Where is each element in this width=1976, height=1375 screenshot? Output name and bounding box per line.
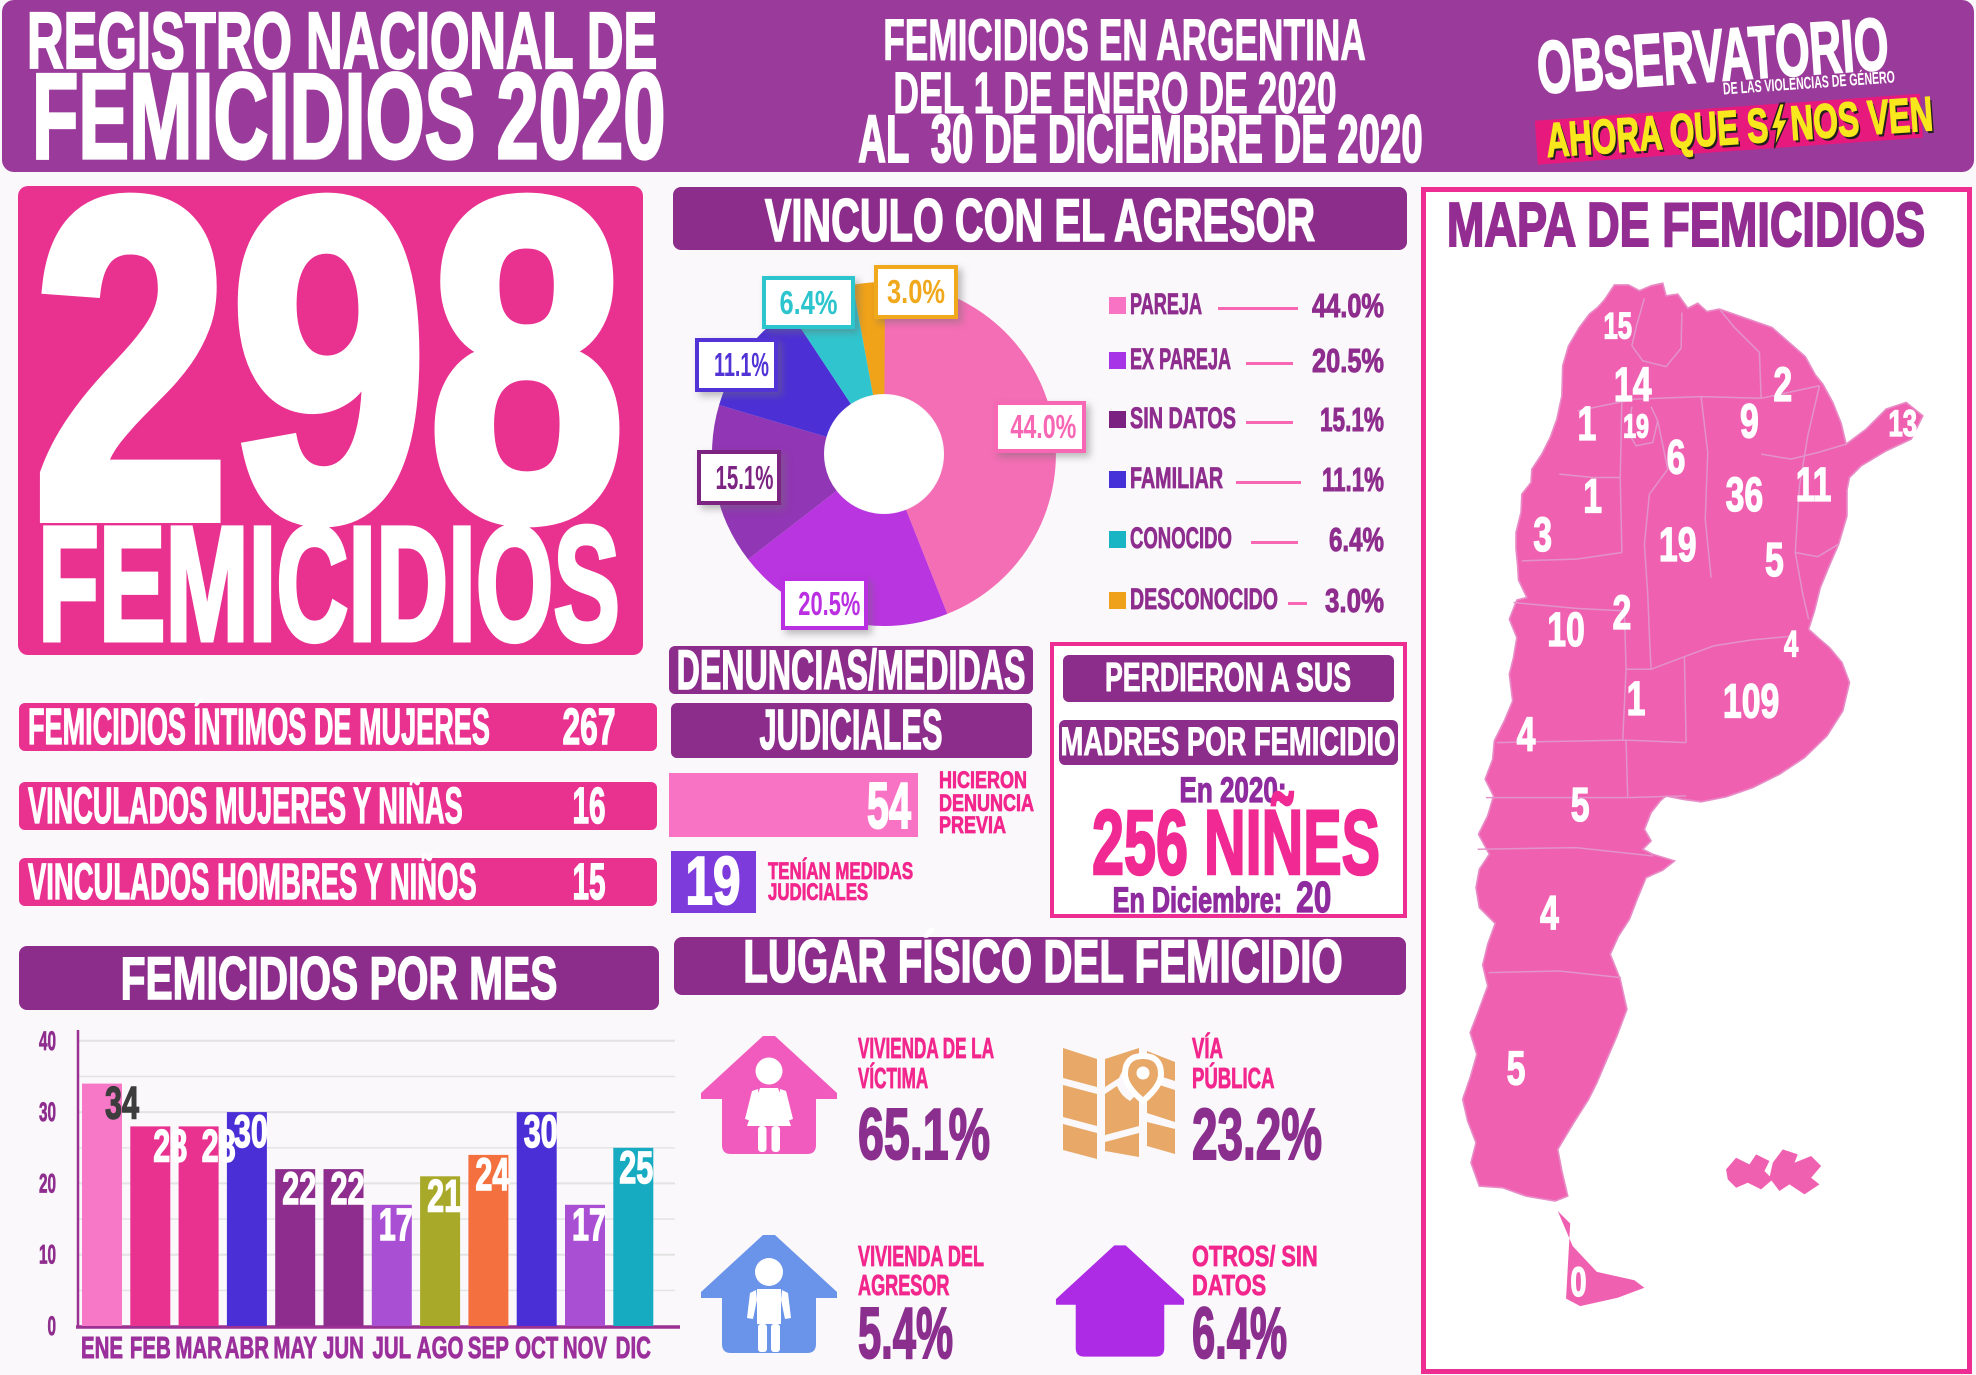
svg-text:22: 22	[331, 1164, 365, 1214]
svg-text:24: 24	[475, 1150, 509, 1200]
svg-text:AGO: AGO	[417, 1330, 464, 1365]
svg-text:34: 34	[105, 1079, 139, 1129]
svg-text:30: 30	[39, 1096, 56, 1127]
svg-text:5: 5	[1765, 532, 1784, 586]
svg-text:FEB: FEB	[130, 1330, 171, 1365]
svg-text:JUL: JUL	[372, 1330, 411, 1365]
svg-text:17: 17	[572, 1200, 606, 1250]
svg-text:3: 3	[1533, 507, 1552, 561]
svg-text:17: 17	[379, 1200, 413, 1250]
svg-text:19: 19	[1659, 517, 1697, 571]
svg-text:13: 13	[1889, 402, 1918, 444]
svg-text:ABR: ABR	[225, 1330, 269, 1365]
svg-text:1: 1	[1577, 396, 1596, 450]
svg-text:21: 21	[427, 1172, 461, 1222]
svg-text:2: 2	[1612, 585, 1631, 639]
svg-text:OCT: OCT	[515, 1330, 558, 1365]
svg-text:15: 15	[1603, 305, 1632, 347]
svg-text:30: 30	[234, 1107, 268, 1157]
svg-text:MAR: MAR	[175, 1330, 222, 1365]
svg-text:NOV: NOV	[563, 1330, 608, 1365]
svg-text:1: 1	[1627, 671, 1646, 725]
svg-text:SEP: SEP	[468, 1330, 509, 1365]
svg-text:MAY: MAY	[273, 1330, 317, 1365]
svg-text:14: 14	[1614, 357, 1652, 411]
svg-text:6: 6	[1667, 429, 1686, 483]
svg-text:109: 109	[1723, 674, 1779, 728]
svg-text:40: 40	[39, 1025, 56, 1056]
svg-text:DIC: DIC	[616, 1330, 651, 1365]
svg-text:2: 2	[1773, 357, 1792, 411]
svg-text:4: 4	[1784, 623, 1799, 665]
svg-text:0: 0	[47, 1310, 56, 1341]
svg-text:10: 10	[1547, 602, 1585, 656]
svg-text:28: 28	[202, 1122, 236, 1172]
svg-text:36: 36	[1726, 467, 1764, 521]
svg-text:4: 4	[1517, 707, 1536, 761]
svg-text:1: 1	[1583, 468, 1602, 522]
svg-text:22: 22	[282, 1164, 316, 1214]
svg-text:9: 9	[1740, 393, 1759, 447]
svg-text:28: 28	[153, 1122, 187, 1172]
svg-text:19: 19	[1623, 409, 1649, 446]
svg-text:5: 5	[1507, 1040, 1526, 1094]
svg-text:25: 25	[619, 1143, 653, 1193]
svg-text:5: 5	[1571, 777, 1590, 831]
svg-text:0: 0	[1570, 1258, 1586, 1306]
svg-text:30: 30	[524, 1107, 558, 1157]
svg-text:ENE: ENE	[81, 1330, 123, 1365]
svg-text:11: 11	[1796, 457, 1832, 511]
svg-text:10: 10	[39, 1239, 56, 1270]
svg-text:4: 4	[1540, 885, 1559, 939]
svg-text:20: 20	[39, 1168, 56, 1199]
svg-text:JUN: JUN	[323, 1330, 364, 1365]
